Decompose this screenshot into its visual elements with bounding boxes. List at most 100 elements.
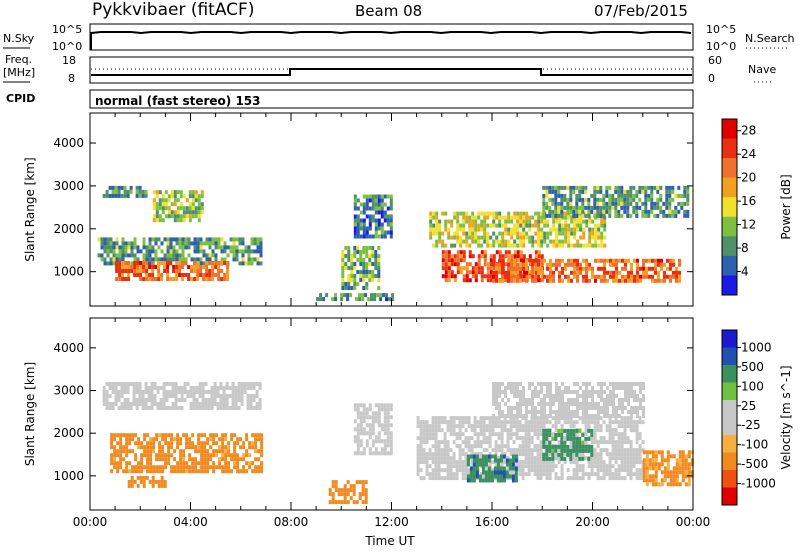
data-cell xyxy=(450,219,454,224)
data-cell xyxy=(106,253,110,258)
data-cell xyxy=(155,453,159,458)
data-cell xyxy=(602,209,606,214)
data-cell xyxy=(161,437,165,442)
data-cell xyxy=(502,470,506,475)
data-cell xyxy=(380,447,384,452)
data-cell xyxy=(149,461,153,466)
data-cell xyxy=(540,258,543,263)
data-cell xyxy=(120,382,124,386)
data-cell xyxy=(524,444,528,449)
data-cell xyxy=(542,201,546,206)
data-cell xyxy=(232,253,236,258)
data-cell xyxy=(122,449,126,454)
data-cell xyxy=(614,205,618,210)
data-cell xyxy=(109,241,113,246)
data-cell xyxy=(474,270,478,275)
data-cell xyxy=(668,201,672,206)
data-cell xyxy=(513,223,517,228)
data-cell xyxy=(558,402,561,406)
data-cell xyxy=(233,445,237,450)
data-cell xyxy=(560,448,564,453)
data-cell xyxy=(606,386,609,390)
data-cell xyxy=(115,241,119,246)
data-cell xyxy=(495,394,498,398)
data-cell xyxy=(590,428,594,433)
data-cell xyxy=(437,424,441,429)
data-cell xyxy=(584,197,588,202)
data-cell xyxy=(337,492,341,497)
data-cell xyxy=(435,223,439,228)
data-cell xyxy=(446,424,450,429)
data-cell xyxy=(371,439,375,444)
data-cell xyxy=(341,282,345,286)
data-cell xyxy=(519,254,523,259)
data-cell xyxy=(182,433,186,438)
data-cell xyxy=(226,277,230,281)
data-cell xyxy=(462,278,466,283)
data-cell xyxy=(359,427,363,432)
data-cell xyxy=(200,202,204,207)
data-cell xyxy=(364,496,368,501)
data-cell xyxy=(105,406,109,410)
data-cell xyxy=(555,235,559,240)
data-cell xyxy=(596,189,600,194)
data-cell xyxy=(377,435,381,440)
data-cell xyxy=(340,500,344,505)
data-cell xyxy=(182,453,186,458)
data-cell xyxy=(681,450,685,455)
data-cell xyxy=(456,223,460,228)
data-cell xyxy=(681,478,685,483)
data-cell xyxy=(416,468,420,473)
data-cell xyxy=(365,198,369,203)
data-cell xyxy=(633,258,636,263)
data-cell xyxy=(135,406,139,410)
data-cell xyxy=(129,382,133,386)
data-cell xyxy=(198,386,202,390)
data-cell xyxy=(498,414,501,418)
data-cell xyxy=(217,273,221,277)
data-cell xyxy=(437,468,441,473)
data-region xyxy=(152,190,204,223)
data-cell xyxy=(244,261,248,266)
data-cell xyxy=(666,458,670,463)
data-cell xyxy=(162,406,166,410)
data-cell xyxy=(479,472,483,477)
data-cell xyxy=(518,448,522,453)
data-cell xyxy=(519,243,523,248)
data-cell xyxy=(582,414,585,418)
data-cell xyxy=(476,436,480,441)
data-cell xyxy=(355,297,359,302)
data-cell xyxy=(248,441,252,446)
data-cell xyxy=(593,428,597,433)
data-cell xyxy=(119,457,123,462)
colorbar-segment xyxy=(722,417,737,436)
data-cell xyxy=(494,424,498,429)
data-cell xyxy=(209,457,213,462)
data-cell xyxy=(539,424,543,429)
data-cell xyxy=(236,461,240,466)
data-cell xyxy=(459,239,463,244)
data-cell xyxy=(533,448,537,453)
data-cell xyxy=(543,394,546,398)
data-cell xyxy=(449,464,453,469)
data-cell xyxy=(675,458,679,463)
data-cell xyxy=(380,407,384,412)
data-cell xyxy=(477,266,481,271)
data-cell xyxy=(340,492,344,497)
data-cell xyxy=(492,398,495,402)
data-cell xyxy=(346,293,350,298)
data-cell xyxy=(206,441,210,446)
data-cell xyxy=(472,466,476,471)
data-cell xyxy=(502,454,506,459)
data-cell xyxy=(515,424,519,429)
data-cell xyxy=(600,382,603,386)
data-cell xyxy=(208,257,212,262)
data-cell xyxy=(617,444,621,449)
data-cell xyxy=(555,394,558,398)
data-cell xyxy=(563,448,567,453)
data-cell xyxy=(194,445,198,450)
data-cell xyxy=(158,445,162,450)
data-cell xyxy=(361,297,365,302)
data-cell xyxy=(455,444,459,449)
data-cell xyxy=(632,209,636,214)
